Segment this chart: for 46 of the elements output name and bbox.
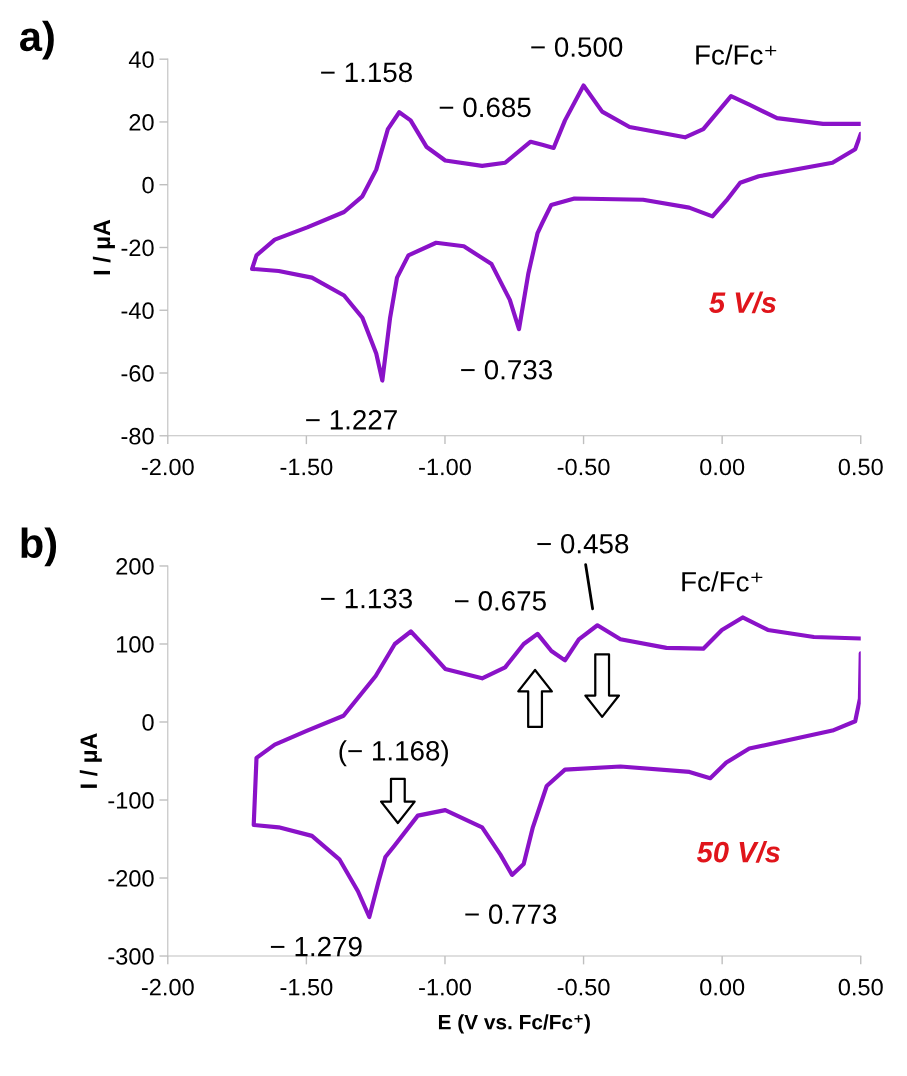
y-tick-label: 0 [142,714,154,731]
annotation: Fc/Fc⁺ [696,44,777,65]
y-tick-label: -40 [121,302,154,320]
annotation: − 1.227 [306,410,397,430]
y-tick-label: -200 [108,870,154,887]
line-series [249,83,861,383]
annotation: − 1.158 [321,62,412,83]
annotation: (− 1.168) [339,740,448,767]
chart-title: a) [20,20,54,60]
annotation: − 0.458 [537,533,629,554]
annotation: − 0.500 [531,37,623,57]
x-tick-label: -1.00 [419,458,471,476]
y-axis-title: I / µA [92,219,115,275]
chart-title: b) [21,527,57,567]
y-tick-label: -300 [108,948,154,965]
y-tick-label: 40 [128,51,154,68]
x-axis-title: E (V vs. Fc/Fc⁺) [438,1014,590,1034]
annotation: − 0.773 [465,904,557,925]
x-tick-label: -1.50 [280,458,333,476]
annotation: − 0.685 [439,97,531,118]
x-tick-label: -1.50 [280,978,333,996]
annotation: − 1.133 [321,588,412,609]
y-tick-label: 20 [129,114,154,131]
x-tick-label: -2.00 [141,978,194,996]
y-tick-label: 200 [116,558,154,575]
y-tick-label: -80 [121,427,154,445]
x-tick-label: -0.50 [557,978,610,996]
x-tick-label: 0.00 [700,458,745,476]
annotation: − 0.675 [454,591,546,611]
x-tick-label: -0.50 [557,458,610,476]
x-tick-label: -1.00 [419,978,471,996]
x-tick-label: 0.00 [700,978,745,996]
x-tick-label: 0.50 [838,458,883,476]
y-axis-title: I / µA [79,733,102,788]
y-tick-label: 0 [142,176,154,194]
x-tick-label: -2.00 [141,458,194,476]
y-tick-label: -100 [108,792,154,809]
y-tick-label: -20 [121,239,154,257]
annotation: 5 V/s [709,291,776,314]
y-tick-label: 100 [117,636,154,653]
annotation: Fc/Fc⁺ [682,571,763,592]
annotation: 50 V/s [696,841,780,863]
y-tick-label: -60 [121,365,154,382]
annotation: − 0.733 [461,359,552,380]
annotation: − 1.279 [270,936,362,957]
x-tick-label: 0.50 [838,978,883,996]
